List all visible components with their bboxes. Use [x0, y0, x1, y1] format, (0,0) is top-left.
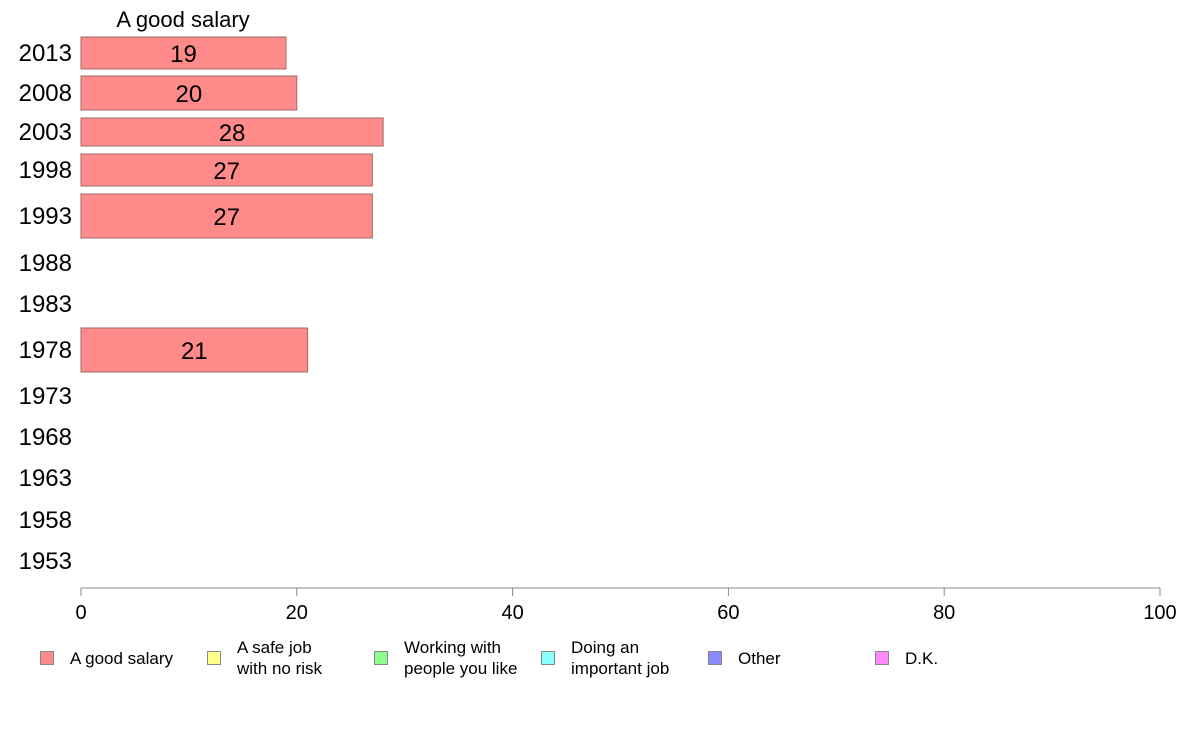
legend-swatch — [374, 651, 388, 665]
legend-label: Other — [738, 648, 781, 668]
data-label: 27 — [213, 204, 240, 231]
y-tick-label: 2008 — [19, 80, 72, 107]
legend-label: A good salary — [70, 648, 174, 668]
legend-item: A safe job with no risk — [207, 636, 322, 680]
bar-chart: A good salary 19 20 28 27 27 21 2013 2008 2003 1… — [19, 7, 1177, 624]
y-tick-label: 1963 — [19, 465, 72, 492]
bar — [80, 75, 298, 111]
x-tick-label: 0 — [75, 602, 86, 624]
legend-swatch — [207, 651, 221, 665]
legend-item: Working with people you like — [374, 636, 517, 680]
legend-item: Doing an important job — [541, 636, 669, 680]
y-tick-label: 1973 — [19, 383, 72, 410]
legend-item: Other — [708, 636, 781, 680]
legend-label: Doing an important job — [571, 638, 670, 678]
legend-label: D.K. — [905, 648, 939, 668]
y-tick-label: 1998 — [19, 157, 72, 184]
y-tick-label: 2013 — [19, 40, 72, 67]
y-tick-label: 1983 — [19, 291, 72, 318]
x-axis: 0 20 40 60 80 100 — [75, 587, 1177, 624]
y-tick-label: 2003 — [19, 119, 72, 146]
y-tick-label: 1988 — [19, 250, 72, 277]
legend-swatch — [708, 651, 722, 665]
bars-layer: 19 20 28 27 27 21 — [80, 36, 384, 373]
legend-item: A good salary — [40, 636, 173, 680]
bar — [80, 153, 373, 187]
y-tick-label: 1953 — [19, 548, 72, 575]
x-tick-label: 60 — [717, 602, 739, 624]
x-tick-label: 100 — [1143, 602, 1176, 624]
y-tick-label: 1978 — [19, 337, 72, 364]
legend-swatch — [875, 651, 889, 665]
legend-label: A safe job with no risk — [237, 638, 323, 678]
data-label: 19 — [170, 41, 197, 68]
y-tick-label: 1958 — [19, 507, 72, 534]
data-label: 21 — [181, 338, 208, 365]
chart-title: A good salary — [116, 7, 249, 32]
x-tick-label: 80 — [933, 602, 955, 624]
y-tick-label: 1968 — [19, 424, 72, 451]
bar — [80, 117, 384, 147]
x-tick-label: 20 — [286, 602, 308, 624]
data-label: 28 — [219, 120, 246, 147]
y-tick-label: 1993 — [19, 203, 72, 230]
x-tick-label: 40 — [501, 602, 523, 624]
legend-item: D.K. — [875, 636, 938, 680]
bar — [80, 327, 309, 373]
legend-label: Working with people you like — [404, 638, 518, 678]
legend-swatch — [541, 651, 555, 665]
bar — [80, 36, 287, 70]
bar — [80, 193, 373, 239]
data-label: 27 — [213, 158, 240, 185]
y-axis-labels: 2013 2008 2003 1998 1993 1988 1983 1978 1973 1968… — [19, 40, 72, 575]
data-label: 20 — [176, 81, 203, 108]
legend-swatch — [40, 651, 54, 665]
legend: A good salary A safe job with no risk Work… — [0, 636, 1188, 686]
